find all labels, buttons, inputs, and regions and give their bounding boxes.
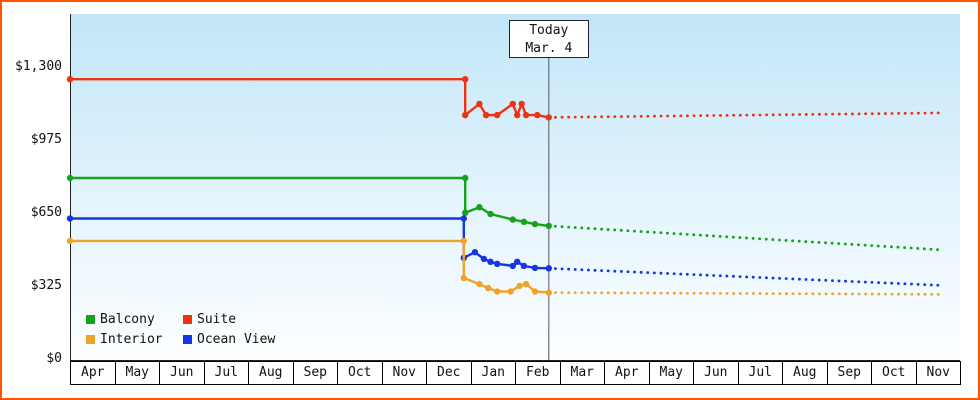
month-label: Apr [70, 361, 116, 385]
y-axis-tick-label: $975 [30, 131, 62, 147]
series-line-suite [70, 77, 550, 119]
month-label: Jul [203, 361, 249, 385]
today-label-line2: Mar. 4 [525, 41, 573, 56]
month-label: May [648, 361, 694, 385]
data-point-balcony [462, 174, 469, 182]
legend-label: Balcony [100, 312, 155, 327]
month-label: Aug [248, 361, 294, 385]
data-point-suite [482, 111, 490, 119]
month-label: Sep [292, 361, 338, 385]
data-point-balcony [520, 218, 528, 225]
legend-swatch [183, 315, 192, 324]
legend-label: Ocean View [197, 332, 276, 347]
month-label: Dec [426, 361, 472, 385]
legend: Balcony Suite Interior Ocean View [86, 312, 275, 347]
data-point-suite [522, 111, 530, 119]
data-point-interior [531, 288, 539, 295]
data-point-ocean-view [545, 265, 552, 272]
data-point-suite [476, 100, 483, 108]
data-point-suite [509, 100, 516, 108]
series-line-ocean-view [70, 217, 549, 270]
data-point-balcony [487, 210, 494, 218]
data-point-interior [485, 284, 492, 292]
data-point-interior [460, 237, 467, 245]
data-point-balcony [545, 222, 552, 230]
month-label: Nov [381, 361, 427, 385]
series-projection-interior [547, 291, 944, 296]
data-point-ocean-view [460, 215, 467, 222]
data-point-interior [460, 274, 467, 282]
today-label-line1: Today [529, 23, 569, 38]
month-label: Mar [559, 361, 605, 385]
data-point-suite [462, 76, 469, 83]
legend-swatch [183, 335, 192, 344]
series-projection-ocean-view [547, 266, 944, 287]
data-point-ocean-view [471, 249, 479, 256]
month-label: Feb [515, 361, 561, 385]
data-point-suite [534, 111, 541, 119]
data-point-interior [476, 280, 483, 288]
data-point-ocean-view [494, 260, 501, 267]
y-axis-tick-label: $325 [30, 277, 62, 293]
data-point-interior [516, 282, 523, 290]
month-label: Nov [915, 361, 961, 385]
y-axis-tick-label: $0 [46, 351, 62, 366]
data-point-interior [545, 289, 552, 296]
legend-label: Interior [100, 332, 163, 347]
plot-area [70, 14, 960, 360]
data-point-ocean-view [520, 262, 528, 270]
month-label: May [114, 361, 160, 385]
y-axis-tick-label: $1,300 [15, 58, 62, 74]
data-point-suite [66, 76, 74, 83]
data-point-ocean-view [480, 255, 488, 263]
data-point-suite [462, 111, 469, 119]
data-point-ocean-view [66, 215, 74, 222]
month-label: Jan [470, 361, 516, 385]
y-axis-tick-label: $650 [30, 204, 62, 220]
legend-item-suite: Suite [183, 312, 275, 327]
data-point-balcony [462, 209, 469, 216]
x-axis-month-row: Apr May Jun Jul Aug Sep Oct Nov Dec Jan Feb Mar Apr M… [70, 361, 961, 385]
legend-item-balcony: Balcony [86, 312, 183, 327]
today-marker-label: Today Mar. 4 [508, 20, 589, 58]
month-label: Jul [737, 361, 783, 385]
data-point-interior [507, 288, 514, 295]
data-point-suite [518, 100, 525, 108]
legend-item-interior: Interior [86, 332, 183, 347]
data-point-suite [545, 114, 552, 121]
month-label: Oct [871, 361, 917, 385]
month-label: Oct [337, 361, 383, 385]
data-point-balcony [509, 216, 516, 223]
month-label: Aug [782, 361, 828, 385]
data-point-suite [494, 111, 501, 119]
data-point-ocean-view [487, 258, 494, 265]
series-projection-suite [547, 111, 944, 119]
data-point-ocean-view [514, 258, 521, 265]
data-point-ocean-view [509, 262, 516, 270]
data-point-interior [522, 280, 530, 288]
month-label: Jun [693, 361, 739, 385]
series-projection-balcony [547, 224, 944, 252]
legend-swatch [86, 335, 95, 344]
month-label: Apr [604, 361, 650, 385]
legend-label: Suite [197, 312, 237, 327]
data-point-interior [494, 288, 501, 295]
month-label: Sep [826, 361, 872, 385]
month-label: Jun [159, 361, 205, 385]
legend-item-ocean-view: Ocean View [183, 332, 275, 347]
data-point-suite [514, 111, 521, 119]
data-point-balcony [66, 174, 74, 182]
data-point-ocean-view [531, 264, 539, 272]
legend-swatch [86, 315, 95, 324]
data-point-interior [66, 237, 74, 245]
data-point-balcony [531, 220, 539, 228]
data-point-balcony [476, 204, 483, 211]
